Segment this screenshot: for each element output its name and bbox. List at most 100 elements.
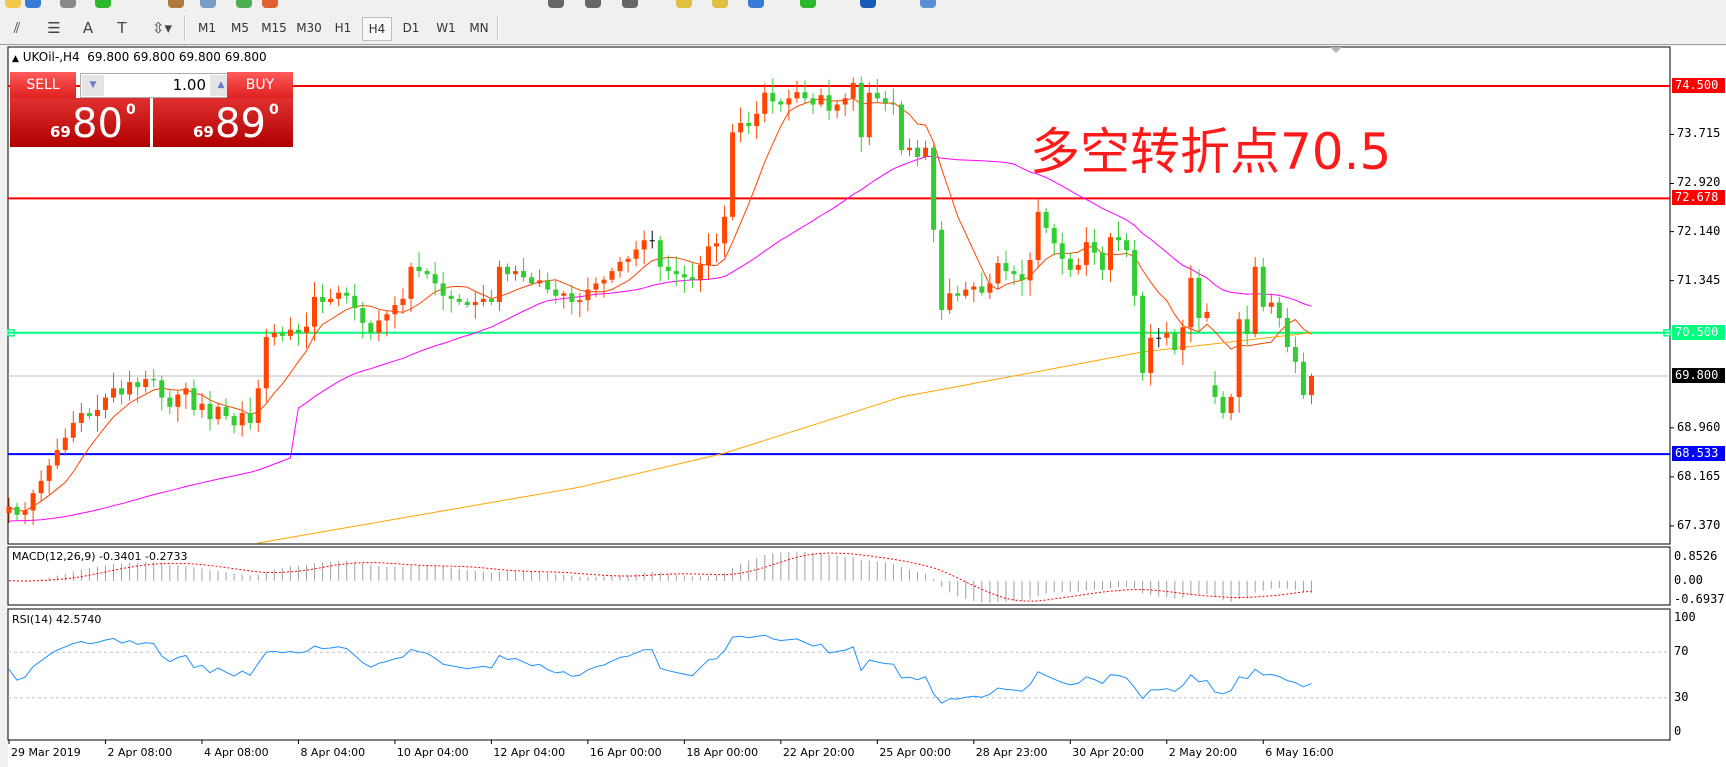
candle-body — [1148, 337, 1154, 373]
time-axis-label: 10 Apr 04:00 — [396, 746, 469, 759]
candle-body — [705, 246, 711, 265]
lot-size-stepper[interactable]: ▼ 1.00 ▲ — [80, 73, 234, 98]
candle-body — [738, 123, 744, 133]
lot-increase-icon[interactable]: ▲ — [210, 75, 232, 96]
chart-candle-icon[interactable] — [585, 0, 601, 8]
market-icon[interactable] — [168, 0, 184, 8]
candle-body — [1252, 266, 1258, 335]
candle-body — [890, 103, 896, 105]
candle-body — [569, 293, 575, 302]
candle-body — [1116, 237, 1122, 241]
candle-body — [263, 337, 269, 389]
timeframe-m1-button[interactable]: M1 — [198, 21, 216, 35]
annotation-text[interactable]: 多空转折点70.5 — [1030, 123, 1392, 181]
lot-decrease-icon[interactable]: ▼ — [82, 75, 104, 96]
candle-body — [1003, 263, 1009, 272]
candle-body — [143, 379, 149, 388]
candle-body — [915, 147, 921, 157]
elliott-icon[interactable]: ⫽ — [13, 19, 21, 37]
candle-body — [207, 403, 213, 420]
timeframe-w1-button[interactable]: W1 — [436, 21, 456, 35]
price-tick-label: 72.920 — [1677, 175, 1721, 190]
sell-button[interactable]: SELL — [10, 72, 76, 99]
history-icon[interactable] — [236, 0, 252, 8]
candle-body — [1276, 302, 1282, 318]
add-icon-2[interactable] — [800, 0, 816, 8]
pencil-icon-2[interactable] — [712, 0, 728, 8]
candle-body — [995, 263, 1001, 284]
timeframe-m5-button[interactable]: M5 — [231, 21, 249, 35]
slow-moving-average-line — [258, 332, 1312, 544]
candle-body — [392, 305, 398, 315]
candle-body — [874, 92, 880, 99]
price-line-badge: 74.500 — [1672, 78, 1725, 93]
zoom-icon[interactable] — [60, 0, 76, 8]
price-line-badge: 70.500 — [1672, 324, 1725, 340]
candle-body — [1035, 211, 1041, 260]
new-chart-icon[interactable] — [25, 0, 41, 8]
rsi-panel-frame — [7, 608, 1671, 741]
candle-body — [882, 98, 888, 104]
lot-size-input[interactable]: 1.00 — [172, 76, 206, 94]
text-label-icon[interactable]: T — [117, 19, 127, 37]
mail-icon[interactable] — [920, 0, 936, 8]
candle-body — [689, 277, 695, 280]
candle-body — [183, 388, 189, 395]
timeframe-h4-button[interactable]: H4 — [362, 17, 392, 41]
candle-body — [826, 95, 832, 111]
add-icon[interactable] — [95, 0, 111, 8]
candle-body — [553, 289, 559, 296]
candle-body — [1268, 302, 1274, 307]
globe-icon[interactable] — [860, 0, 876, 8]
candle-body — [754, 113, 760, 127]
timeframe-m15-button[interactable]: M15 — [261, 21, 287, 35]
macd-tick-label: 0.8526 — [1674, 549, 1718, 563]
candle-body — [464, 301, 470, 306]
candle-body — [1228, 396, 1234, 414]
candle-body — [38, 480, 44, 494]
arrows-icon[interactable]: ⇳▾ — [151, 19, 173, 37]
candle-body — [111, 388, 117, 398]
candle-body — [1292, 346, 1298, 362]
favorites-icon[interactable] — [5, 0, 21, 8]
buy-button[interactable]: BUY — [227, 72, 293, 99]
fibonacci-icon[interactable]: ☰ — [47, 19, 61, 37]
candle-body — [794, 92, 800, 99]
chart-shift-icon — [1330, 47, 1342, 53]
timeframe-d1-button[interactable]: D1 — [402, 21, 420, 35]
chart-bar-icon[interactable] — [548, 0, 564, 8]
candle-body — [424, 271, 430, 275]
collapse-icon[interactable]: ▲ — [12, 54, 19, 64]
chart-line-icon[interactable] — [622, 0, 638, 8]
rsi-tick-label: 100 — [1674, 610, 1696, 624]
candle-body — [432, 274, 438, 284]
candle-body — [923, 147, 929, 157]
candle-body — [1180, 327, 1186, 351]
timeframe-mn-button[interactable]: MN — [469, 21, 489, 35]
toolbar-separator — [184, 15, 186, 41]
candle-body — [472, 301, 478, 306]
candle-body — [746, 123, 752, 127]
candle-body — [416, 266, 422, 272]
candle-body — [963, 289, 969, 296]
main-panel-frame — [7, 46, 1671, 545]
candle-body — [1067, 258, 1073, 270]
pencil-icon[interactable] — [676, 0, 692, 8]
rsi-tick-label: 0 — [1674, 724, 1682, 738]
timeframe-h1-button[interactable]: H1 — [334, 21, 352, 35]
time-axis-label: 28 Apr 23:00 — [975, 746, 1048, 759]
price-tick-label: 68.960 — [1677, 419, 1721, 434]
sell-price[interactable]: 69 80 0 — [10, 98, 150, 147]
text-icon[interactable]: A — [82, 19, 94, 37]
time-axis-label: 12 Apr 04:00 — [493, 746, 566, 759]
chart-window[interactable] — [8, 46, 1726, 767]
buy-price[interactable]: 69 89 0 — [153, 98, 293, 147]
candle-body — [255, 388, 261, 423]
window-icon[interactable] — [200, 0, 216, 8]
mid-moving-average-line — [8, 155, 1312, 522]
timeframe-m30-button[interactable]: M30 — [296, 21, 322, 35]
alert-icon[interactable] — [262, 0, 278, 8]
candle-body — [1075, 264, 1081, 270]
tile-icon[interactable] — [748, 0, 764, 8]
